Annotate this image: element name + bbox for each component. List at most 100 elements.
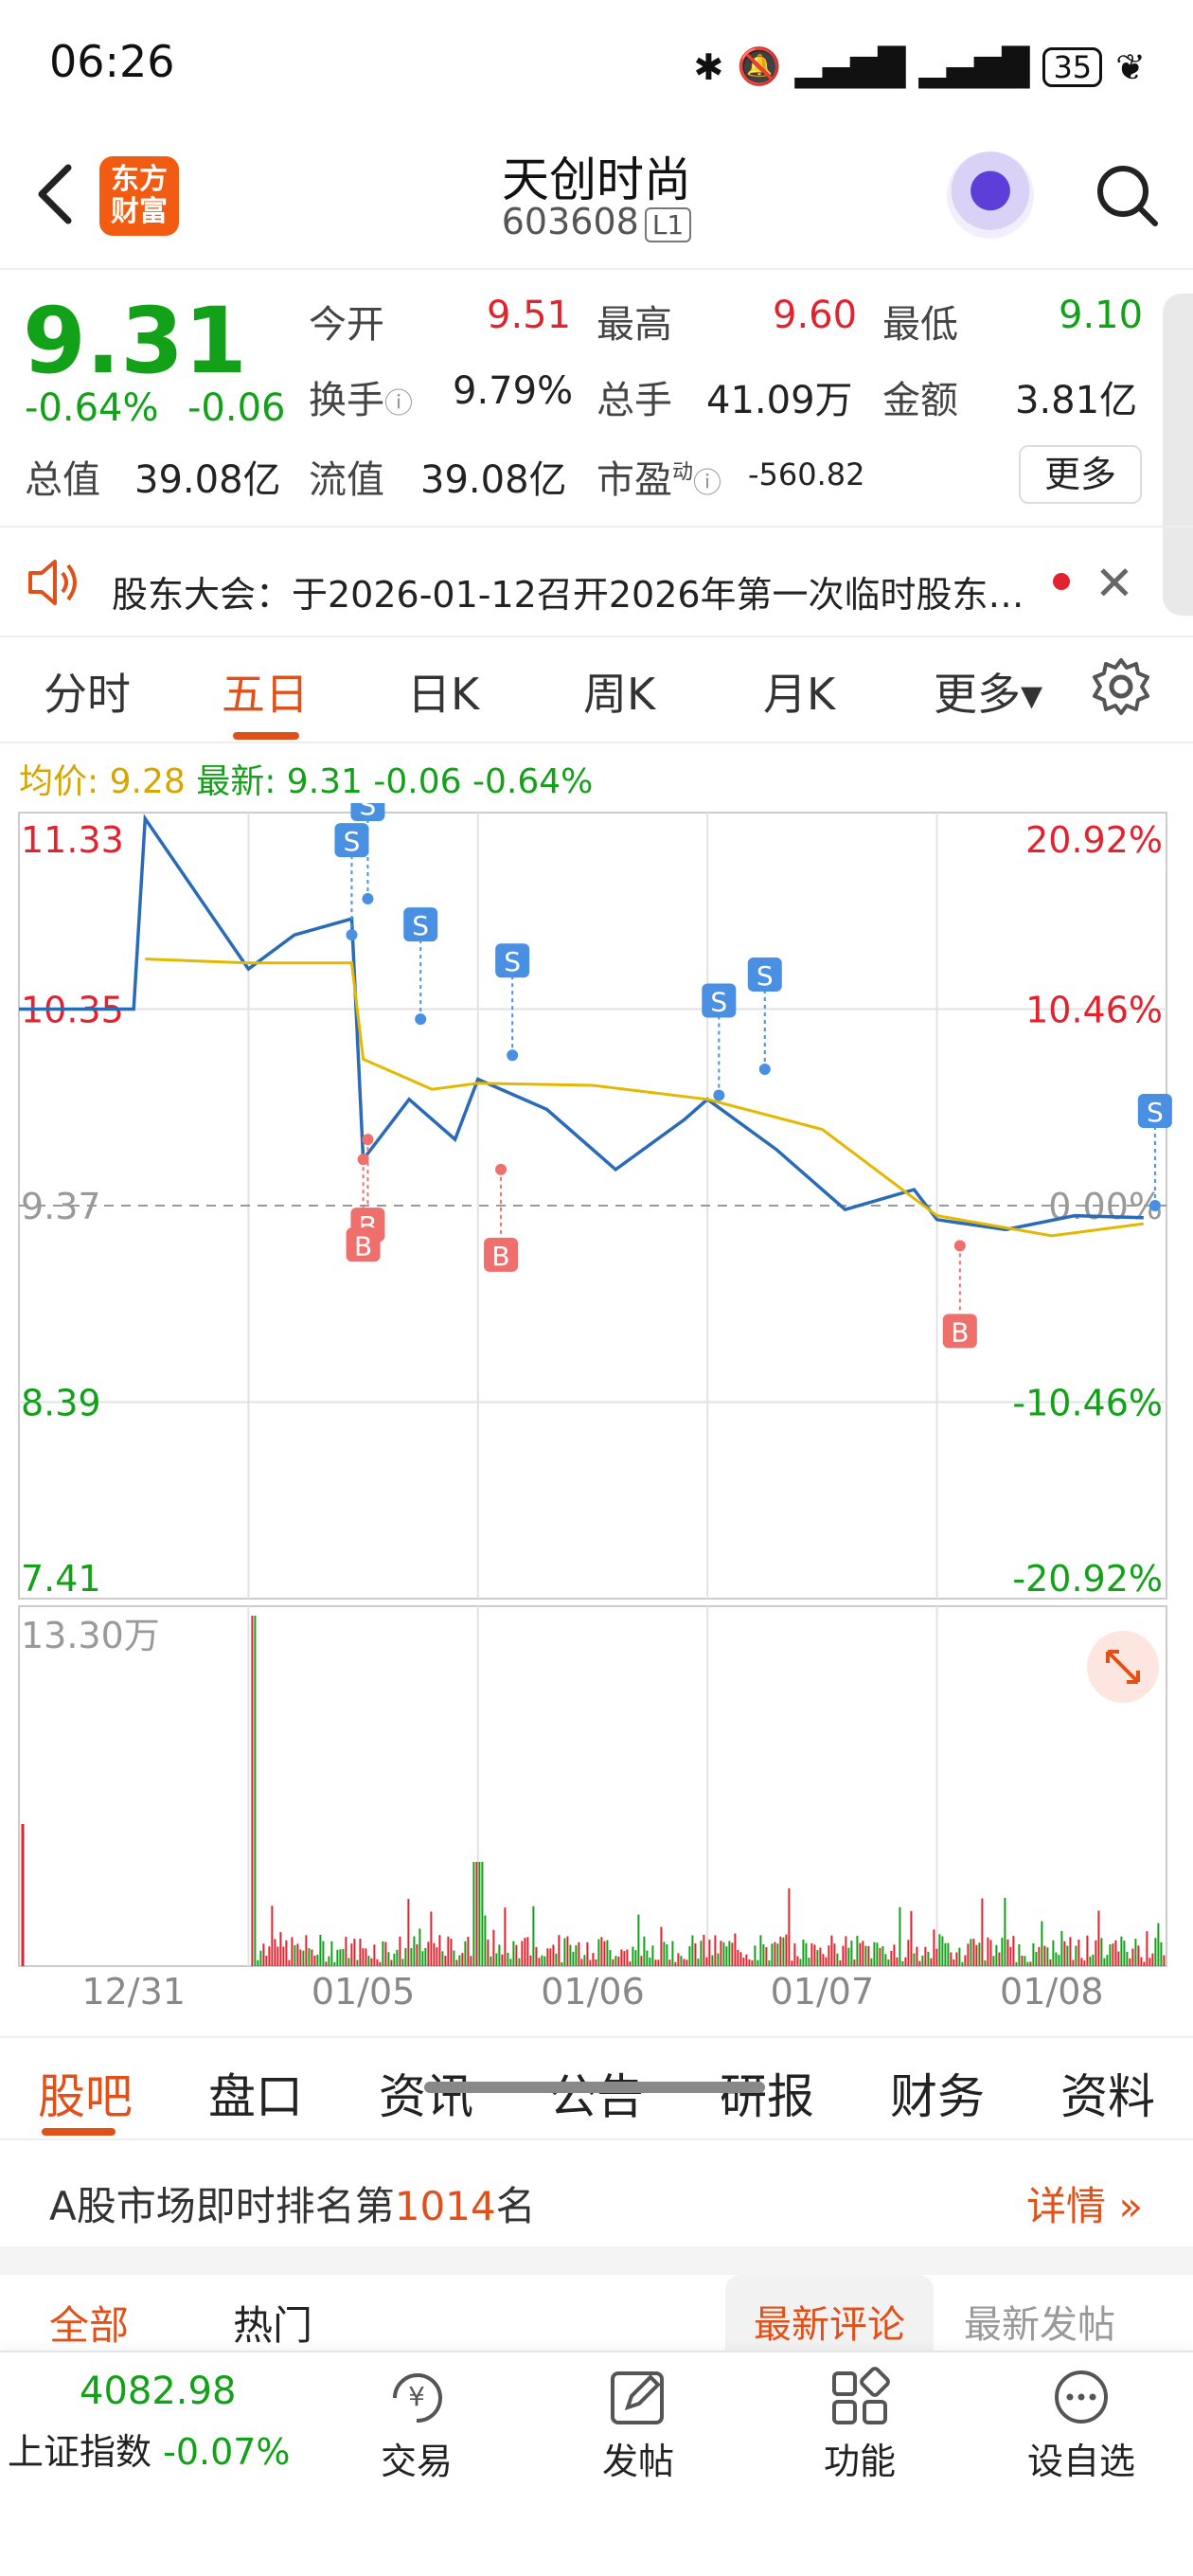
y-axis-label: 8.39	[21, 1383, 101, 1424]
y-pct-label: -20.92%	[1012, 1558, 1163, 1600]
search-icon[interactable]	[1089, 152, 1165, 237]
turnover-label: 换手ⓘ	[309, 379, 413, 422]
trade-mark-badge	[350, 803, 385, 822]
signal-icon: ▂▄▆█	[794, 45, 906, 88]
tab-research[interactable]: 研报	[720, 2069, 814, 2124]
function-button[interactable]: 功能	[793, 2366, 926, 2484]
y-axis-label: 11.33	[21, 819, 124, 861]
tab-latest-comments[interactable]: 最新评论	[754, 2303, 905, 2347]
bluetooth-icon: ✱	[693, 45, 724, 88]
latest-label: 最新:	[196, 762, 276, 801]
status-time: 06:26	[49, 36, 175, 87]
mute-icon: 🔕	[737, 45, 782, 87]
info-tabs: 股吧 盘口 资讯 公告 研报 财务 资料	[0, 2036, 1193, 2140]
open-value: 9.51	[487, 294, 572, 337]
rank-number: 1014	[394, 2183, 496, 2229]
trade-mark-label: S	[504, 946, 521, 977]
mktcap-value: 39.08亿	[134, 458, 281, 502]
trade-mark-dot	[507, 1049, 519, 1062]
trade-mark-badge	[747, 957, 782, 993]
trade-mark-badge	[702, 983, 737, 1018]
x-axis-label: 01/06	[541, 1971, 645, 2012]
speaker-icon	[27, 556, 83, 613]
change-value: -0.06	[187, 386, 286, 430]
trade-label: 交易	[380, 2441, 453, 2482]
tab-announcements[interactable]: 公告	[549, 2069, 644, 2124]
avg-label: 均价:	[19, 762, 99, 801]
tab-news[interactable]: 资讯	[379, 2069, 473, 2124]
tab-profile[interactable]: 资料	[1060, 2069, 1155, 2124]
trade-mark-badge	[495, 943, 530, 978]
tab-hot[interactable]: 热门	[233, 2302, 313, 2349]
leaf-icon: ❦	[1115, 45, 1146, 88]
market-ranking-row: A股市场即时排名第1014名 详情 »	[0, 2142, 1193, 2246]
trade-mark-label: B	[491, 1241, 509, 1272]
svg-text:¥: ¥	[408, 2381, 425, 2412]
latest-value: 9.31	[286, 762, 363, 801]
trade-mark-label: S	[412, 910, 429, 941]
trade-mark-label: S	[1147, 1097, 1164, 1128]
trade-mark-dot	[953, 1240, 966, 1252]
info-tab-indicator	[42, 2128, 116, 2136]
trade-button[interactable]: ¥ 交易	[350, 2366, 483, 2484]
detail-link[interactable]: 详情 »	[1026, 2183, 1144, 2229]
y-axis-label: 7.41	[21, 1558, 101, 1600]
tab-daily-k[interactable]: 日K	[407, 669, 480, 720]
home-indicator	[424, 2082, 765, 2093]
tab-five-day[interactable]: 五日	[222, 669, 309, 720]
turnover-value: 9.79%	[453, 369, 574, 413]
app-logo: 东方 财富	[99, 156, 179, 236]
bottom-toolbar: 4082.98 上证指数 -0.07% ¥ 交易 发帖 功能 设自选	[0, 2351, 1193, 2576]
trade-mark-label: B	[354, 1230, 372, 1261]
period-tabs: 分时 五日 日K 周K 月K 更多▾	[0, 637, 1193, 743]
tab-finance[interactable]: 财务	[890, 2069, 985, 2124]
index-name-row[interactable]: 上证指数 -0.07%	[8, 2423, 291, 2475]
tab-monthly-k[interactable]: 月K	[763, 669, 836, 720]
index-change: -0.07%	[163, 2431, 291, 2473]
mktcap-label: 总值	[25, 458, 100, 502]
tab-more[interactable]: 更多▾	[934, 669, 1043, 720]
index-value[interactable]: 4082.98	[80, 2370, 237, 2413]
post-button[interactable]: 发帖	[572, 2366, 704, 2484]
trade-mark-label: B	[951, 1316, 969, 1348]
tab-latest-posts[interactable]: 最新发帖	[964, 2303, 1115, 2347]
back-button[interactable]	[28, 156, 85, 232]
latest-change-pct: -0.64%	[472, 762, 594, 801]
info-icon[interactable]: ⓘ	[384, 387, 413, 420]
volume-panel-frame	[18, 1605, 1167, 1967]
add-watchlist-button[interactable]: 设自选	[1015, 2366, 1148, 2484]
trade-mark-dot	[415, 1013, 427, 1026]
assistant-robot-icon[interactable]	[947, 152, 1034, 239]
logo-line1: 东方	[111, 163, 168, 196]
trade-mark-dot	[713, 1089, 725, 1101]
trade-mark-label: S	[757, 960, 774, 992]
x-axis-label: 01/07	[771, 1971, 875, 2012]
side-drawer-handle[interactable]	[1163, 294, 1193, 616]
trade-mark-dot	[357, 1154, 369, 1166]
volume-label: 总手	[596, 379, 672, 422]
trade-mark-badge	[484, 1237, 519, 1272]
low-label: 最低	[882, 303, 958, 347]
info-icon[interactable]: ⓘ	[693, 467, 722, 500]
five-day-chart[interactable]: 11.33 20.92%10.35 10.46%9.37 0.00%8.39 -10.4…	[0, 803, 1193, 2034]
announcement-bar[interactable]: 股东大会：于2026-01-12召开2026年第一次临时股东大会 ✕	[0, 526, 1193, 637]
tab-pankou[interactable]: 盘口	[208, 2069, 303, 2124]
close-icon[interactable]: ✕	[1095, 556, 1134, 611]
latest-price-line	[19, 814, 1144, 1232]
stock-name: 天创时尚	[502, 152, 691, 207]
tab-intraday[interactable]: 分时	[44, 669, 131, 720]
tab-guba[interactable]: 股吧	[38, 2069, 133, 2124]
trade-mark-dot	[1148, 1200, 1161, 1211]
announcement-text[interactable]: 股东大会：于2026-01-12召开2026年第一次临时股东大会	[112, 574, 1035, 616]
ranking-text: A股市场即时排名第1014名	[49, 2183, 536, 2229]
trade-mark-label: S	[360, 803, 377, 821]
tab-weekly-k[interactable]: 周K	[583, 669, 656, 720]
change-pct: -0.64%	[25, 386, 159, 430]
trade-mark-badge	[334, 823, 369, 858]
chart-legend: 均价: 9.28 最新: 9.31 -0.06 -0.64%	[19, 754, 593, 803]
more-button[interactable]: 更多	[1019, 445, 1142, 504]
segment-bg	[725, 2275, 934, 2351]
tab-all[interactable]: 全部	[49, 2302, 130, 2349]
settings-gear-icon[interactable]	[1091, 656, 1151, 721]
more-dots-icon	[1055, 2370, 1108, 2424]
